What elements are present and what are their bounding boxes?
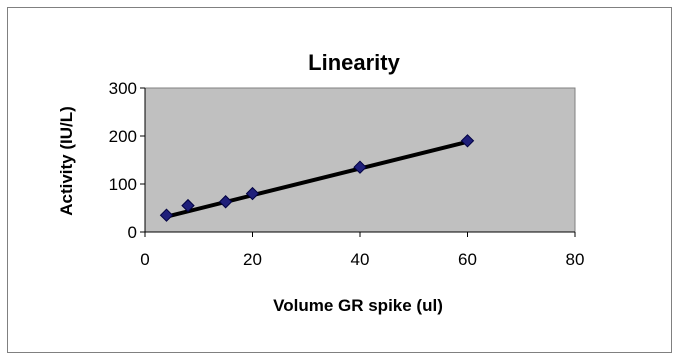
data-point-diamond	[245, 186, 260, 201]
x-tick-label: 80	[566, 250, 585, 269]
plot-area	[144, 87, 576, 233]
y-tick-label: 100	[109, 175, 137, 194]
data-point-diamond	[181, 198, 195, 213]
y-tick-label: 300	[109, 79, 137, 98]
data-point-diamond	[218, 195, 233, 209]
y-axis-title: Activity (IU/L)	[57, 106, 76, 216]
data-point-diamond	[353, 160, 367, 174]
chart-title: Linearity	[308, 50, 400, 75]
axes: 0 100 200 300 0 20 40 60 80	[109, 79, 585, 269]
y-tick-label: 0	[128, 223, 137, 242]
trendline-layer	[164, 139, 470, 219]
data-points	[159, 134, 475, 222]
x-tick-label: 20	[243, 250, 262, 269]
data-point-diamond	[460, 134, 475, 148]
linear-trendline	[164, 139, 470, 219]
x-tick-label: 0	[140, 250, 149, 269]
y-tick-label: 200	[109, 127, 137, 146]
data-point-diamond	[159, 208, 174, 222]
x-tick-label: 40	[351, 250, 370, 269]
x-tick-label: 60	[458, 250, 477, 269]
x-axis-title: Volume GR spike (ul)	[273, 296, 443, 315]
